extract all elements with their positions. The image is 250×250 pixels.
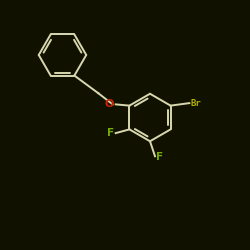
Text: O: O <box>105 100 114 110</box>
Text: Br: Br <box>190 99 201 108</box>
Text: F: F <box>107 128 114 138</box>
Text: F: F <box>156 152 164 162</box>
